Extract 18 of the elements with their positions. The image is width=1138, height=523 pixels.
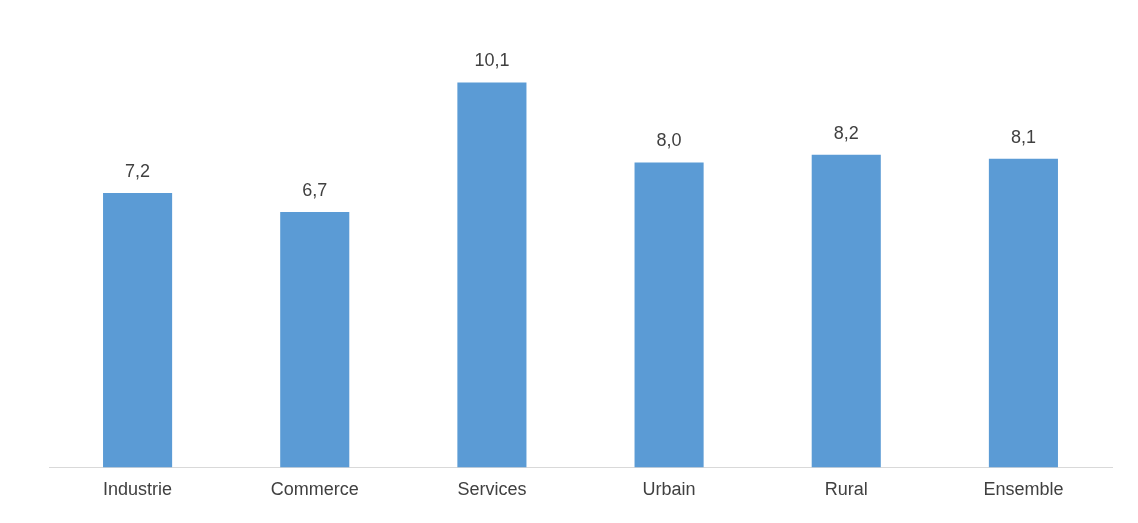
x-tick-label: Industrie xyxy=(103,479,173,500)
data-label: 8,0 xyxy=(656,130,682,151)
bar xyxy=(457,82,527,468)
bar xyxy=(103,192,173,468)
x-tick-label: Rural xyxy=(824,479,868,500)
data-label: 8,1 xyxy=(1010,126,1036,147)
data-label: 7,2 xyxy=(125,160,151,181)
bar xyxy=(988,158,1058,468)
x-tick-label: Ensemble xyxy=(983,479,1064,500)
data-label: 10,1 xyxy=(474,50,510,71)
data-label: 8,2 xyxy=(833,122,859,143)
data-label: 6,7 xyxy=(302,179,328,200)
x-tick-label: Services xyxy=(457,479,527,500)
bar xyxy=(811,154,881,468)
bar xyxy=(280,212,350,468)
x-tick-label: Urbain xyxy=(642,479,696,500)
x-tick-label: Commerce xyxy=(270,479,359,500)
bar xyxy=(634,162,704,468)
